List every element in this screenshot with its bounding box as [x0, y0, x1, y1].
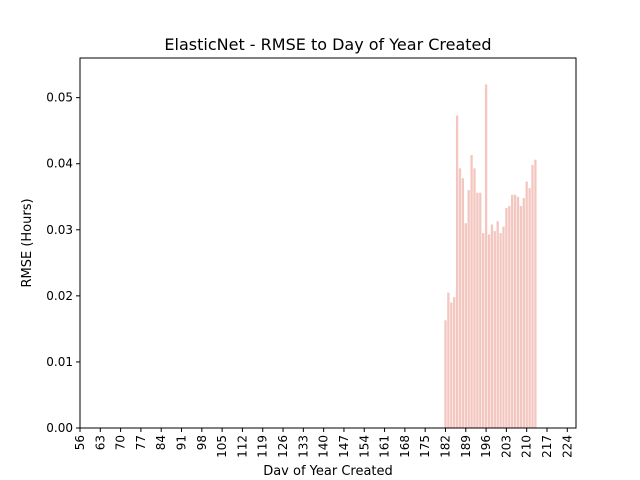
bar	[505, 207, 508, 428]
bar	[534, 159, 537, 428]
x-tick-label: 189	[459, 435, 473, 458]
x-tick-label: 147	[337, 435, 351, 458]
bar	[511, 194, 514, 428]
x-tick-label: 182	[438, 435, 452, 458]
y-tick-label: 0.00	[46, 421, 73, 435]
x-tick-label: 217	[540, 435, 554, 458]
x-tick-label: 70	[114, 435, 128, 450]
bar	[473, 168, 476, 428]
x-tick-label: 196	[479, 435, 493, 458]
x-tick-label: 84	[154, 435, 168, 450]
x-tick-label: 91	[175, 435, 189, 450]
bar	[525, 181, 528, 428]
x-tick-label: 98	[195, 435, 209, 450]
bar	[487, 234, 491, 428]
y-axis: 0.00 0.01 0.02 0.03 0.04 0.05	[46, 91, 80, 435]
bar	[513, 194, 517, 428]
x-tick-label: 140	[317, 435, 331, 458]
x-tick-label: 112	[235, 435, 249, 458]
bar	[522, 198, 525, 428]
bar	[461, 178, 465, 428]
bar	[476, 192, 479, 428]
bar	[458, 168, 462, 428]
bar	[490, 224, 494, 428]
x-tick-label: 105	[215, 435, 229, 458]
bar	[496, 221, 499, 428]
bar	[479, 192, 482, 428]
x-tick-label: 133	[296, 435, 310, 458]
y-axis-label: RMSE (Hours)	[20, 198, 35, 287]
bar	[464, 223, 467, 428]
bar	[493, 231, 496, 428]
chart-title: ElasticNet - RMSE to Day of Year Created	[164, 35, 491, 54]
x-tick-label: 63	[93, 435, 107, 450]
x-tick-label: 119	[256, 435, 270, 458]
x-tick-label: 168	[398, 435, 412, 458]
bar	[467, 190, 470, 428]
x-tick-label: 154	[357, 435, 371, 458]
bar	[519, 206, 523, 428]
bar	[528, 188, 531, 428]
y-tick-label: 0.02	[46, 289, 73, 303]
y-tick-label: 0.01	[46, 355, 73, 369]
bar	[453, 297, 456, 428]
bar	[444, 320, 447, 428]
bar	[502, 226, 505, 428]
x-axis-label: Dav of Year Created	[263, 464, 393, 479]
x-tick-label: 161	[378, 435, 392, 458]
x-tick-label: 175	[418, 435, 432, 458]
bar	[516, 196, 520, 428]
bar	[531, 165, 534, 429]
x-tick-label: 77	[134, 435, 148, 450]
y-tick-label: 0.03	[46, 223, 73, 237]
x-tick-label: 203	[499, 435, 513, 458]
plot-frame	[79, 57, 577, 429]
bar	[482, 233, 485, 428]
x-tick-label: 56	[73, 435, 87, 450]
x-tick-label: 224	[560, 435, 574, 458]
plot-area	[444, 84, 537, 429]
bar	[455, 115, 459, 428]
bar	[484, 84, 488, 429]
x-tick-label: 126	[276, 435, 290, 458]
x-axis: 56 63 70 77 84 91 98 105 112 119 126 133 140 147 154 16…	[73, 428, 574, 458]
bar	[470, 155, 473, 429]
bar	[508, 206, 511, 428]
y-tick-label: 0.04	[46, 157, 73, 171]
y-tick-label: 0.05	[46, 91, 73, 105]
bar	[499, 233, 502, 428]
x-tick-label: 210	[520, 435, 534, 458]
bar	[450, 302, 453, 428]
bar	[447, 292, 450, 428]
